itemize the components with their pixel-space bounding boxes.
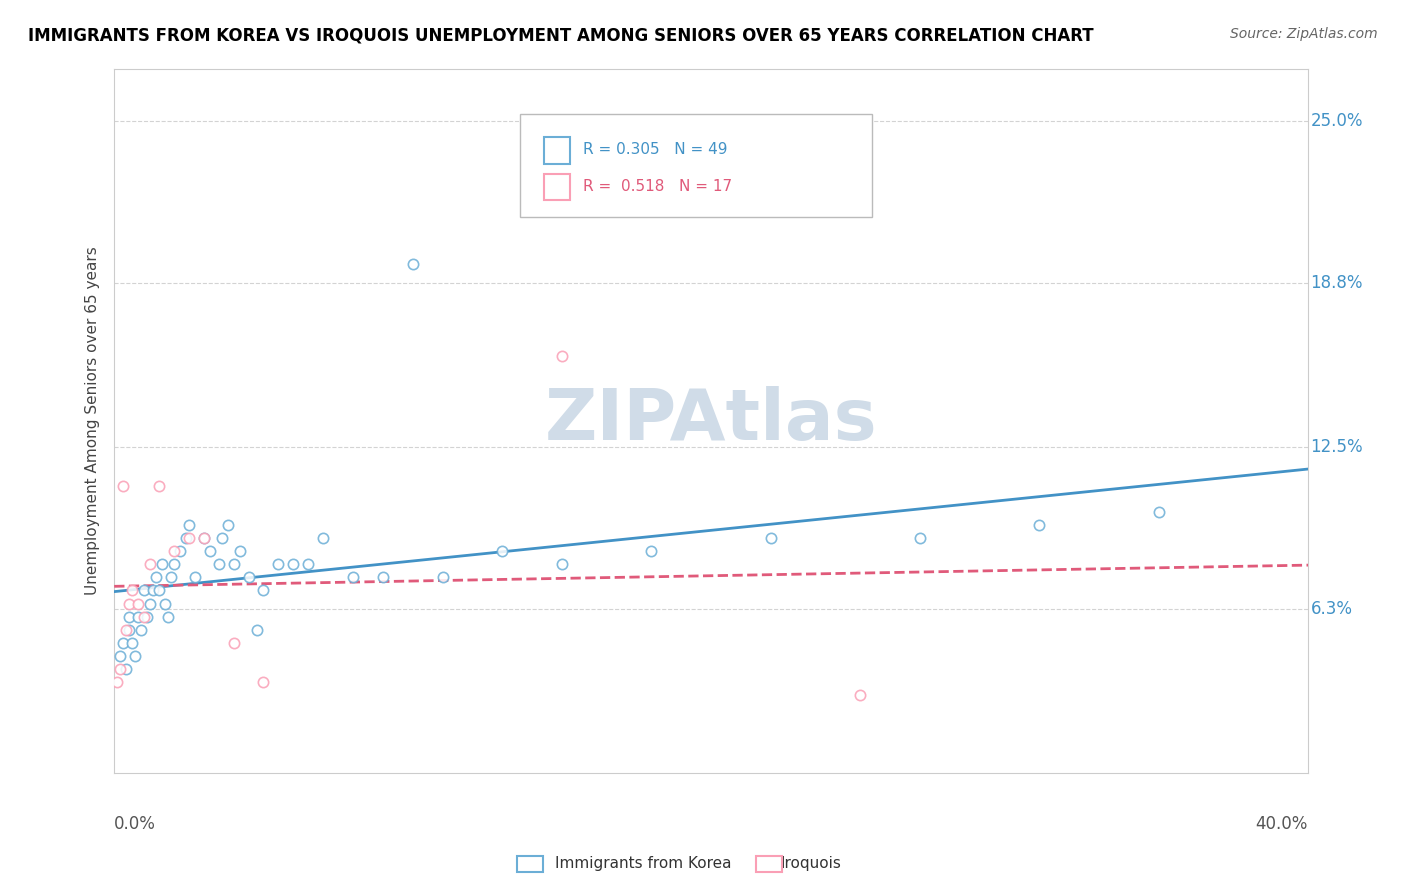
Point xyxy=(118,623,141,637)
Point xyxy=(222,636,245,650)
Point xyxy=(252,583,274,598)
Point xyxy=(246,623,269,637)
Text: 0.0%: 0.0% xyxy=(114,815,156,833)
Point xyxy=(401,257,423,271)
Text: 18.8%: 18.8% xyxy=(1310,274,1362,292)
Point xyxy=(1147,505,1170,519)
Point xyxy=(121,636,143,650)
Point xyxy=(177,518,200,533)
Point xyxy=(112,479,135,493)
Point xyxy=(153,597,176,611)
Text: 12.5%: 12.5% xyxy=(1310,438,1362,456)
Point xyxy=(132,609,155,624)
Text: Immigrants from Korea: Immigrants from Korea xyxy=(555,856,733,871)
Y-axis label: Unemployment Among Seniors over 65 years: Unemployment Among Seniors over 65 years xyxy=(86,246,100,595)
Text: Source: ZipAtlas.com: Source: ZipAtlas.com xyxy=(1230,27,1378,41)
Point xyxy=(174,531,197,545)
Point xyxy=(118,609,141,624)
Point xyxy=(640,544,662,558)
FancyBboxPatch shape xyxy=(520,114,872,217)
Point xyxy=(118,597,141,611)
Point xyxy=(193,531,215,545)
Point xyxy=(371,570,394,584)
Point xyxy=(108,662,131,676)
Point xyxy=(121,583,143,598)
Point xyxy=(208,558,231,572)
Point xyxy=(849,688,872,702)
Point xyxy=(132,583,155,598)
Point xyxy=(148,479,170,493)
Point xyxy=(432,570,454,584)
Point xyxy=(112,636,135,650)
Point xyxy=(551,349,574,363)
Point xyxy=(163,544,186,558)
Point xyxy=(551,558,574,572)
Point xyxy=(342,570,364,584)
Point xyxy=(238,570,260,584)
Point xyxy=(491,544,513,558)
Point xyxy=(184,570,207,584)
Point xyxy=(198,544,221,558)
Text: R =  0.518   N = 17: R = 0.518 N = 17 xyxy=(583,178,733,194)
Point xyxy=(217,518,239,533)
Point xyxy=(148,583,170,598)
Point xyxy=(169,544,191,558)
Point xyxy=(297,558,319,572)
FancyBboxPatch shape xyxy=(544,136,571,163)
Point xyxy=(759,531,782,545)
Point xyxy=(156,609,179,624)
Text: 25.0%: 25.0% xyxy=(1310,112,1362,129)
Point xyxy=(267,558,290,572)
Point xyxy=(108,648,131,663)
Point xyxy=(105,674,128,689)
Point xyxy=(160,570,183,584)
Point xyxy=(124,648,146,663)
Text: ZIPAtlas: ZIPAtlas xyxy=(544,386,877,455)
Point xyxy=(115,662,138,676)
Text: 6.3%: 6.3% xyxy=(1310,599,1353,618)
Point xyxy=(908,531,931,545)
Text: 40.0%: 40.0% xyxy=(1256,815,1308,833)
Text: Iroquois: Iroquois xyxy=(780,856,841,871)
Point xyxy=(228,544,250,558)
Point xyxy=(139,558,162,572)
Text: IMMIGRANTS FROM KOREA VS IROQUOIS UNEMPLOYMENT AMONG SENIORS OVER 65 YEARS CORRE: IMMIGRANTS FROM KOREA VS IROQUOIS UNEMPL… xyxy=(28,27,1094,45)
Point xyxy=(139,597,162,611)
Point xyxy=(222,558,245,572)
Point xyxy=(177,531,200,545)
Text: R = 0.305   N = 49: R = 0.305 N = 49 xyxy=(583,142,728,157)
Point xyxy=(312,531,335,545)
Point xyxy=(211,531,233,545)
Point xyxy=(127,597,149,611)
Point xyxy=(145,570,167,584)
Point xyxy=(283,558,305,572)
Point xyxy=(129,623,152,637)
Point xyxy=(136,609,159,624)
Point xyxy=(193,531,215,545)
FancyBboxPatch shape xyxy=(544,174,571,201)
Point xyxy=(142,583,165,598)
Point xyxy=(127,609,149,624)
Point xyxy=(115,623,138,637)
Point xyxy=(150,558,173,572)
Point xyxy=(1028,518,1050,533)
Point xyxy=(252,674,274,689)
Point xyxy=(163,558,186,572)
